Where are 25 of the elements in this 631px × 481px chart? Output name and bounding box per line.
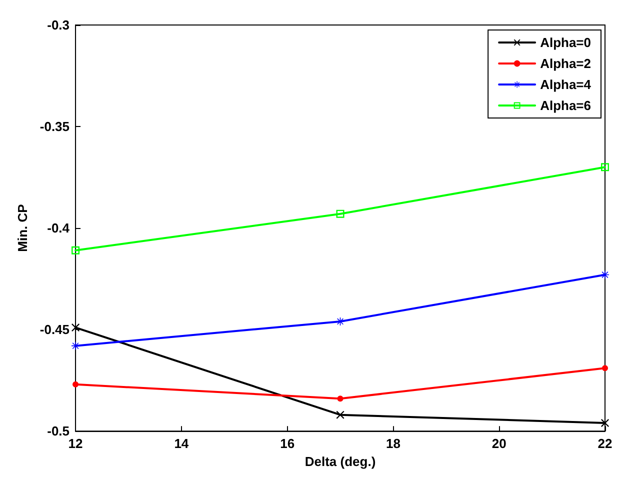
legend-label: Alpha=0 bbox=[540, 35, 592, 50]
x-tick-label: 12 bbox=[68, 436, 83, 452]
point bbox=[336, 210, 344, 218]
point bbox=[336, 410, 344, 419]
point bbox=[602, 365, 608, 372]
point bbox=[337, 396, 344, 402]
y-tick-label: -0.5 bbox=[47, 424, 70, 439]
legend-label: Alpha=6 bbox=[540, 98, 592, 113]
point bbox=[72, 381, 79, 388]
point bbox=[72, 246, 80, 254]
y-axis-title: Min. CP bbox=[15, 204, 30, 252]
y-tick-label: -0.45 bbox=[40, 322, 70, 338]
x-tick-label: 16 bbox=[280, 436, 295, 452]
y-tick-label: -0.3 bbox=[47, 18, 70, 32]
x-tick-label: 18 bbox=[386, 436, 400, 452]
legend-label: Alpha=4 bbox=[540, 77, 592, 92]
x-axis-title: Delta (deg.) bbox=[304, 454, 376, 469]
x-tick-label: 20 bbox=[492, 436, 506, 452]
x-tick-label: 14 bbox=[174, 436, 190, 452]
x-tick-label: 22 bbox=[598, 436, 612, 452]
legend-label: Alpha=2 bbox=[540, 56, 592, 71]
point bbox=[601, 418, 609, 427]
point bbox=[601, 163, 609, 172]
y-tick-label: -0.35 bbox=[40, 119, 70, 134]
y-tick-label: -0.4 bbox=[47, 220, 70, 236]
